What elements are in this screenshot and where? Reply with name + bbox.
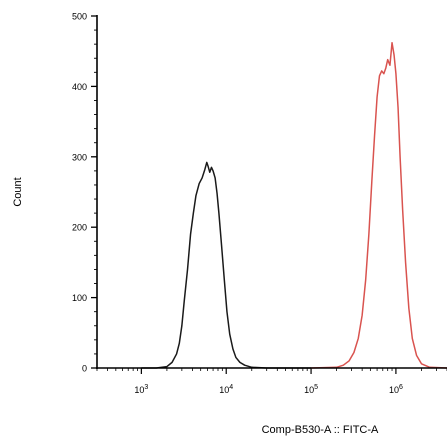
y-tick-label: 300 xyxy=(72,152,87,162)
y-tick-label: 400 xyxy=(72,82,87,92)
y-axis-label: Count xyxy=(12,177,24,206)
series-line-1 xyxy=(141,161,312,369)
tick-labels: 0 100 200 300 400 500 103 104 105 106 xyxy=(72,12,403,396)
series-line-2 xyxy=(311,42,447,369)
x-tick-label: 105 xyxy=(304,384,318,395)
series-group xyxy=(141,42,447,369)
y-tick-label: 500 xyxy=(72,12,87,22)
y-tick-label: 100 xyxy=(72,293,87,303)
x-axis-label: Comp-B530-A :: FITC-A xyxy=(262,424,379,436)
y-tick-label: 200 xyxy=(72,223,87,233)
x-tick-label: 104 xyxy=(219,384,233,395)
x-tick-label: 103 xyxy=(134,384,148,395)
x-tick-label: 106 xyxy=(389,384,403,395)
axis-ticks xyxy=(91,15,447,374)
y-tick-label: 0 xyxy=(82,364,87,374)
